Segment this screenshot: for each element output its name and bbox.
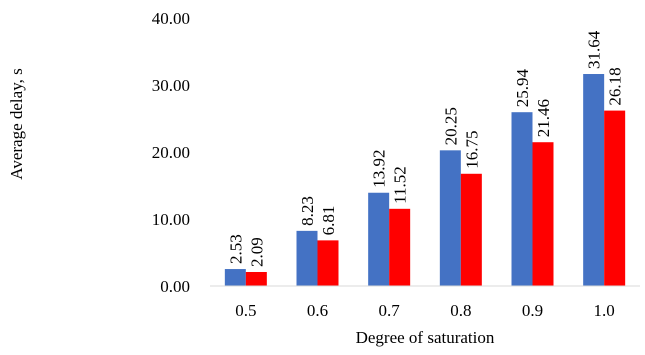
data-label-series1-0-6: 8.23 bbox=[298, 196, 317, 226]
x-tick-label: 0.5 bbox=[235, 301, 256, 320]
x-tick-label: 0.7 bbox=[379, 301, 401, 320]
bar-series2-0-8 bbox=[460, 173, 482, 286]
data-label-series1-0-8: 20.25 bbox=[441, 107, 460, 145]
y-tick-label: 20.00 bbox=[152, 143, 190, 162]
data-label-series2-1-0: 26.18 bbox=[606, 67, 625, 105]
bar-series bbox=[224, 74, 626, 287]
data-label-series2-0-6: 6.81 bbox=[319, 206, 338, 236]
y-tick-label: 30.00 bbox=[152, 76, 190, 95]
data-label-series1-0-7: 13.92 bbox=[370, 149, 389, 187]
bar-series1-0-5 bbox=[224, 269, 246, 286]
bar-series2-1-0 bbox=[604, 110, 626, 287]
x-tick-label: 0.6 bbox=[307, 301, 328, 320]
x-tick-label: 0.9 bbox=[522, 301, 543, 320]
data-label-series2-0-5: 2.09 bbox=[247, 237, 266, 267]
data-label-series1-0-5: 2.53 bbox=[226, 234, 245, 264]
bar-series2-0-9 bbox=[532, 142, 554, 286]
y-axis-ticks: 0.00 10.00 20.00 30.00 40.00 bbox=[152, 9, 190, 296]
x-tick-label: 1.0 bbox=[594, 301, 615, 320]
bar-series2-0-7 bbox=[389, 208, 411, 286]
y-tick-label: 40.00 bbox=[152, 9, 190, 28]
bar-series1-0-6 bbox=[296, 230, 318, 286]
bar-series2-0-5 bbox=[245, 271, 267, 286]
data-label-series2-0-8: 16.75 bbox=[462, 131, 481, 169]
y-tick-label: 0.00 bbox=[160, 277, 190, 296]
data-label-series1-0-9: 25.94 bbox=[513, 68, 532, 107]
x-tick-label: 0.8 bbox=[450, 301, 471, 320]
y-axis-title: Average delay, s bbox=[7, 68, 26, 179]
bar-series2-0-6 bbox=[317, 240, 339, 286]
bar-series1-0-8 bbox=[439, 150, 461, 286]
x-axis-ticks: 0.5 0.6 0.7 0.8 0.9 1.0 bbox=[235, 301, 615, 320]
bar-series1-0-7 bbox=[368, 192, 390, 286]
data-label-series1-1-0: 31.64 bbox=[585, 30, 604, 69]
x-axis-title: Degree of saturation bbox=[356, 328, 495, 347]
data-label-series2-0-7: 11.52 bbox=[391, 166, 410, 204]
data-label-series2-0-9: 21.46 bbox=[534, 99, 553, 137]
bar-series1-1-0 bbox=[583, 74, 605, 287]
y-tick-label: 10.00 bbox=[152, 210, 190, 229]
bar-series1-0-9 bbox=[511, 112, 533, 287]
